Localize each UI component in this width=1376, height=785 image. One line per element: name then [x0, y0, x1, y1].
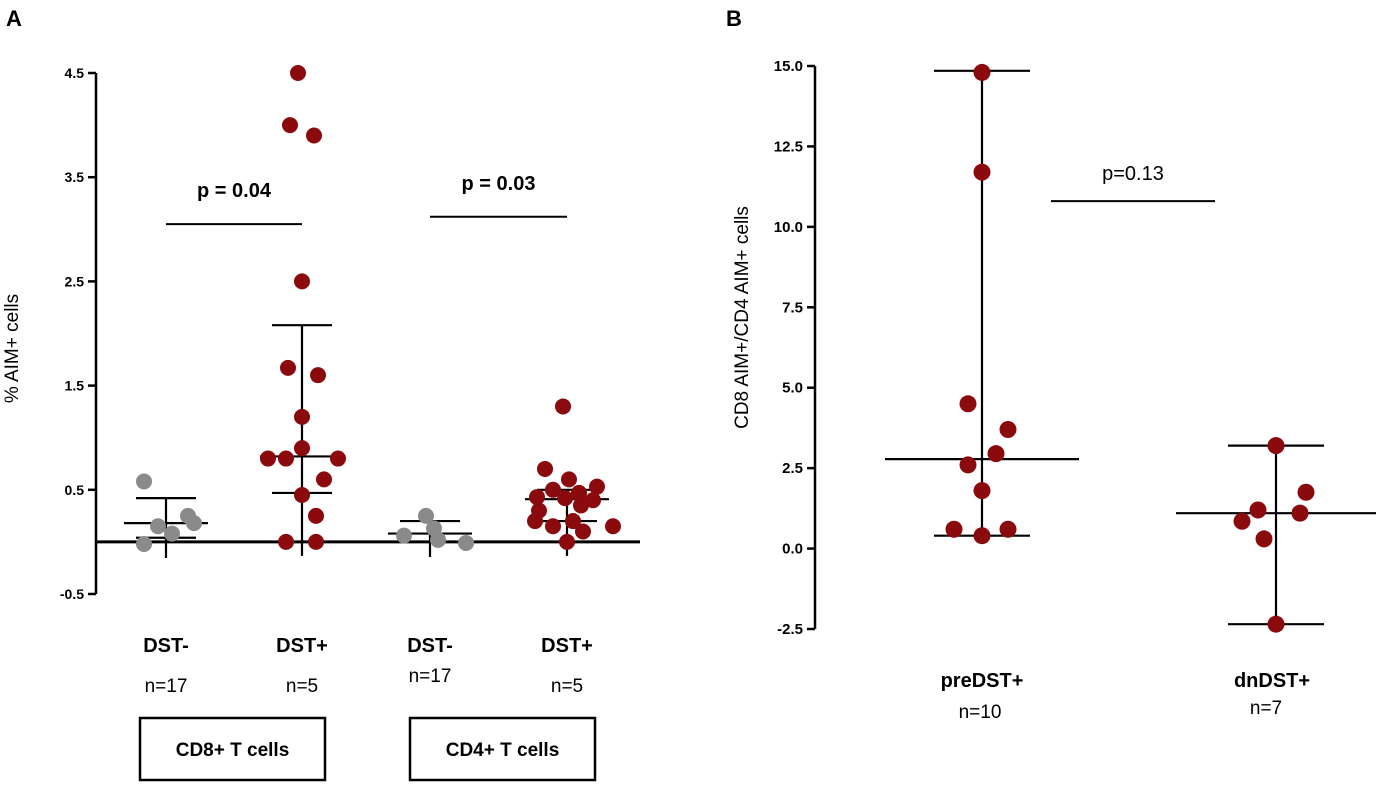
category-label: DST-: [407, 635, 453, 657]
y-tick-label: 1.5: [65, 378, 85, 394]
data-point: [973, 63, 991, 81]
group-box-label: CD4+ T cells: [446, 740, 560, 761]
category-label: dnDST+: [1234, 670, 1310, 692]
data-point: [278, 533, 294, 550]
data-point: [959, 456, 977, 474]
y-axis-title: % AIM+ cells: [2, 294, 23, 403]
y-tick-label: 2.5: [65, 273, 85, 289]
data-point: [458, 534, 474, 551]
data-point: [294, 273, 310, 290]
data-point: [282, 117, 298, 134]
y-tick-label: 12.5: [774, 138, 803, 155]
category-label: DST+: [541, 635, 593, 657]
data-point: [316, 471, 332, 488]
data-point: [589, 478, 605, 495]
category-label: DST-: [143, 635, 189, 657]
data-point: [330, 450, 346, 467]
y-axis-title: CD8 AIM+/CD4 AIM+ cells: [732, 206, 753, 429]
category-n-label: n=10: [959, 702, 1002, 723]
data-point: [1291, 504, 1309, 522]
category-label: DST+: [276, 635, 328, 657]
data-point: [565, 513, 581, 530]
category-n-label: n=17: [145, 676, 188, 697]
data-point: [164, 525, 180, 542]
category-n-label: n=5: [551, 676, 583, 697]
data-point: [1255, 530, 1273, 548]
data-point: [1249, 501, 1267, 519]
group-box: [408, 716, 597, 782]
data-point: [561, 471, 577, 488]
panel-a-letter: A: [6, 6, 22, 31]
data-point: [573, 497, 589, 514]
data-point: [430, 531, 446, 548]
panel-b-letter: B: [726, 6, 742, 31]
data-point: [557, 490, 573, 507]
data-point: [545, 481, 561, 498]
data-point: [605, 518, 621, 535]
data-point: [260, 450, 276, 467]
data-point: [1267, 615, 1285, 633]
data-point: [559, 533, 575, 550]
data-point: [1297, 483, 1315, 501]
data-point: [529, 489, 545, 506]
data-point: [999, 421, 1017, 439]
data-point: [1267, 437, 1285, 455]
data-point: [308, 533, 324, 550]
group-box-label: CD8+ T cells: [176, 740, 290, 761]
y-tick-label: 2.5: [782, 460, 803, 477]
data-point: [186, 515, 202, 532]
data-point: [545, 518, 561, 535]
y-tick-label: 4.5: [65, 65, 85, 81]
data-point: [294, 487, 310, 504]
data-point: [136, 535, 152, 552]
y-tick-label: 3.5: [65, 169, 85, 185]
p-value-label: p = 0.04: [197, 180, 272, 202]
data-point: [959, 395, 977, 413]
data-point: [396, 527, 412, 544]
data-point: [999, 520, 1017, 538]
category-n-label: n=7: [1250, 698, 1282, 719]
data-point: [278, 450, 294, 467]
data-point: [308, 507, 324, 524]
y-tick-label: 7.5: [782, 299, 803, 316]
group-box: [138, 716, 327, 782]
category-n-label: n=17: [409, 666, 452, 687]
data-point: [973, 527, 991, 545]
y-tick-label: -0.5: [60, 586, 84, 602]
data-point: [150, 518, 166, 535]
y-tick-label: 10.0: [774, 219, 803, 236]
data-point: [1233, 512, 1251, 530]
data-point: [973, 163, 991, 181]
data-point: [987, 445, 1005, 463]
data-point: [294, 408, 310, 425]
y-tick-label: 5.0: [782, 380, 803, 397]
category-label: preDST+: [941, 670, 1024, 692]
p-value-label: p = 0.03: [462, 173, 536, 195]
data-point: [537, 460, 553, 477]
data-point: [306, 127, 322, 144]
panel-a-chart: -0.5 0.5 1.5 2.5 3.5 4.5 % AIM+ cells DST-n=17 D…: [2, 65, 640, 782]
data-point: [571, 484, 587, 501]
category-n-label: n=5: [286, 676, 318, 697]
data-point: [280, 359, 296, 376]
data-point: [575, 523, 591, 540]
data-point: [585, 492, 601, 509]
panel-b-chart: -2.5 0.0 2.5 5.0 7.5 10.0 12.5 15.0 CD8 AIM+/CD4…: [732, 58, 1376, 723]
p-value-label: p=0.13: [1102, 163, 1164, 185]
y-tick-label: 0.0: [782, 541, 803, 558]
data-point: [136, 473, 152, 490]
data-point: [310, 367, 326, 384]
data-point: [945, 520, 963, 538]
data-point: [418, 507, 434, 524]
y-tick-label: 15.0: [774, 58, 803, 75]
data-point: [290, 65, 306, 81]
data-point: [555, 398, 571, 415]
y-tick-label: 0.5: [65, 482, 85, 498]
y-tick-label: -2.5: [777, 621, 803, 638]
data-point: [973, 482, 991, 500]
data-point: [527, 513, 543, 530]
data-point: [294, 440, 310, 457]
